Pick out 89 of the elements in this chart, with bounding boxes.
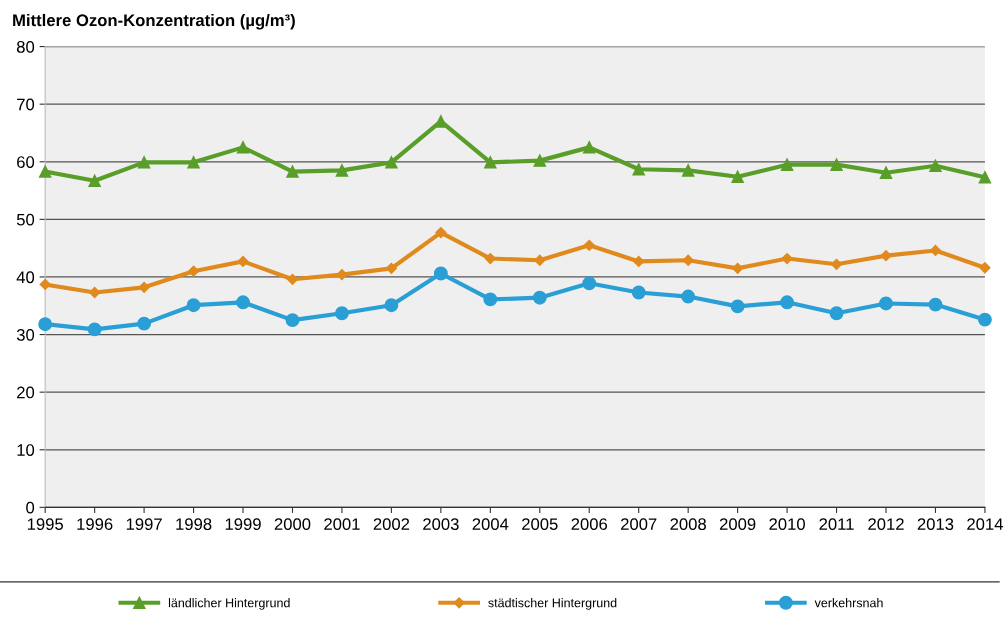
point: [334, 306, 349, 321]
point: [236, 295, 250, 310]
point: [830, 258, 843, 270]
point: [928, 297, 943, 312]
x-tick-label: 2013: [917, 518, 954, 531]
x-tick-label: 1999: [225, 518, 261, 531]
point: [732, 262, 744, 274]
point: [484, 252, 496, 265]
point: [335, 164, 349, 177]
x-tick-label: 1995: [27, 518, 64, 531]
x-tick-label: 2012: [868, 518, 904, 531]
point: [186, 298, 201, 313]
point: [384, 298, 399, 313]
point: [484, 156, 497, 169]
x-tick-label: 2007: [621, 518, 657, 531]
point: [631, 285, 646, 300]
point: [236, 141, 250, 154]
point: [433, 266, 448, 281]
x-tick-label: 2004: [472, 518, 509, 531]
point: [830, 158, 843, 171]
x-tick-label: 1996: [77, 518, 113, 531]
point: [730, 299, 745, 314]
x-tick-label: 2003: [423, 518, 459, 531]
point: [137, 316, 152, 331]
point: [138, 281, 150, 293]
point: [681, 164, 695, 177]
point: [435, 227, 447, 239]
point: [187, 265, 200, 277]
x-tick-label: 2011: [819, 518, 854, 531]
point: [336, 269, 348, 281]
point: [780, 295, 795, 310]
point: [780, 158, 794, 171]
point: [286, 165, 299, 178]
x-tick-label: 2010: [769, 518, 805, 531]
x-tick-label: 2000: [274, 518, 311, 531]
x-tick-label: 2002: [373, 518, 410, 531]
point: [979, 262, 991, 274]
point: [87, 322, 102, 337]
point: [534, 254, 546, 266]
y-tick-label: 10: [17, 444, 35, 456]
point: [781, 252, 793, 265]
x-tick-label: 2001: [324, 518, 360, 531]
legend-label: verkehrsnah: [814, 598, 883, 608]
point: [978, 171, 992, 184]
point: [434, 115, 448, 128]
point: [583, 239, 595, 251]
point: [880, 250, 892, 262]
point: [237, 255, 249, 268]
x-tick-label: 2014: [967, 518, 1003, 531]
x-tick-label: 2005: [522, 518, 558, 531]
point: [731, 170, 744, 183]
y-tick-label: 40: [16, 271, 35, 284]
legend-label: ländlicher Hintergrund: [168, 598, 290, 610]
x-tick-label: 2009: [719, 518, 756, 531]
y-tick-label: 80: [16, 40, 35, 53]
point: [977, 312, 992, 327]
x-tick-label: 2006: [571, 518, 608, 531]
x-tick-label: 1997: [126, 518, 162, 531]
point: [582, 141, 596, 154]
point: [632, 163, 645, 176]
x-tick-label: 2008: [670, 518, 706, 531]
legend-label: städtischer Hintergrund: [488, 598, 617, 610]
y-tick-label: 20: [17, 386, 35, 399]
point: [829, 306, 844, 321]
point: [879, 166, 893, 179]
point: [582, 276, 597, 291]
point: [532, 290, 547, 305]
point: [385, 156, 398, 169]
point: [285, 313, 300, 328]
point: [682, 254, 694, 266]
y-tick-label: 60: [17, 156, 35, 168]
y-tick-label: 70: [17, 98, 35, 111]
y-tick-label: 50: [16, 213, 35, 226]
point: [879, 296, 893, 311]
point: [38, 317, 53, 332]
chart-title: Mittlere Ozon-Konzentration (µg/m³): [13, 13, 295, 30]
point: [39, 278, 51, 291]
point: [286, 273, 299, 285]
point: [137, 156, 151, 169]
point: [88, 174, 101, 188]
point: [187, 156, 200, 169]
point: [483, 292, 498, 307]
point: [533, 154, 547, 167]
point: [38, 165, 52, 178]
point: [681, 289, 696, 304]
y-tick-label: 30: [16, 328, 35, 341]
point: [929, 159, 942, 173]
y-tick-label: 0: [26, 501, 35, 514]
x-tick-label: 1998: [176, 518, 212, 531]
